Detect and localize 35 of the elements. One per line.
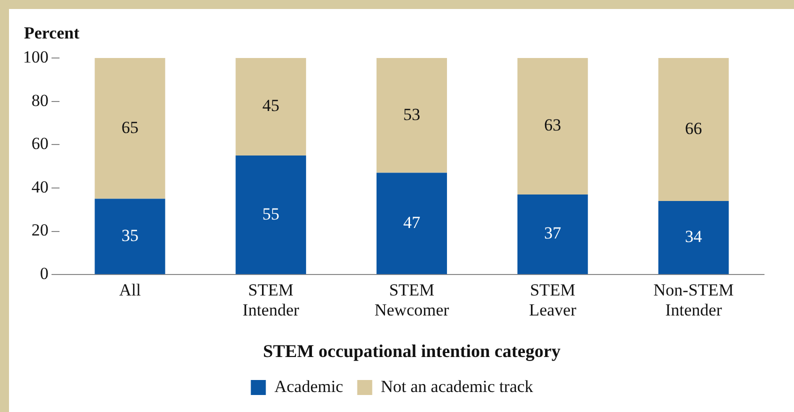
data-label: 55 — [262, 204, 280, 224]
data-label: 37 — [544, 224, 562, 243]
bar — [236, 155, 306, 274]
y-axis-title: Percent — [24, 23, 80, 42]
data-label: 53 — [403, 104, 420, 124]
data-label: 35 — [121, 226, 138, 245]
bar — [94, 58, 166, 199]
x-tick-label: Non-STEM Intender — [653, 280, 734, 320]
x-tick-label: STEM Leaver — [529, 280, 577, 320]
x-tick-label: STEM Newcomer — [374, 280, 450, 320]
x-tick-label: All — [119, 280, 142, 300]
bar — [94, 198, 166, 274]
data-label: 63 — [544, 116, 562, 135]
y-tick-label: 20 — [32, 220, 48, 240]
y-tick-label: 80 — [32, 90, 48, 110]
y-tick-label: 60 — [32, 134, 48, 154]
y-tick-label: 40 — [32, 177, 48, 196]
legend-label: Not an academic track — [380, 376, 534, 396]
bar — [658, 200, 729, 274]
data-label: 65 — [121, 118, 138, 137]
data-label: 66 — [685, 118, 702, 138]
y-tick-label: 100 — [23, 47, 48, 66]
bar — [517, 194, 588, 274]
bar — [376, 172, 447, 274]
data-label: 45 — [262, 96, 280, 116]
data-label: 47 — [403, 212, 421, 232]
bar — [376, 58, 447, 173]
bar — [236, 58, 306, 156]
y-tick-label: 0 — [40, 264, 48, 284]
bar — [658, 58, 729, 201]
x-tick-label: STEM Intender — [242, 280, 300, 320]
x-axis-title: STEM occupational intention category — [263, 340, 560, 361]
data-label: 34 — [685, 226, 703, 246]
bar — [517, 58, 588, 194]
legend-label: Academic — [274, 376, 344, 396]
